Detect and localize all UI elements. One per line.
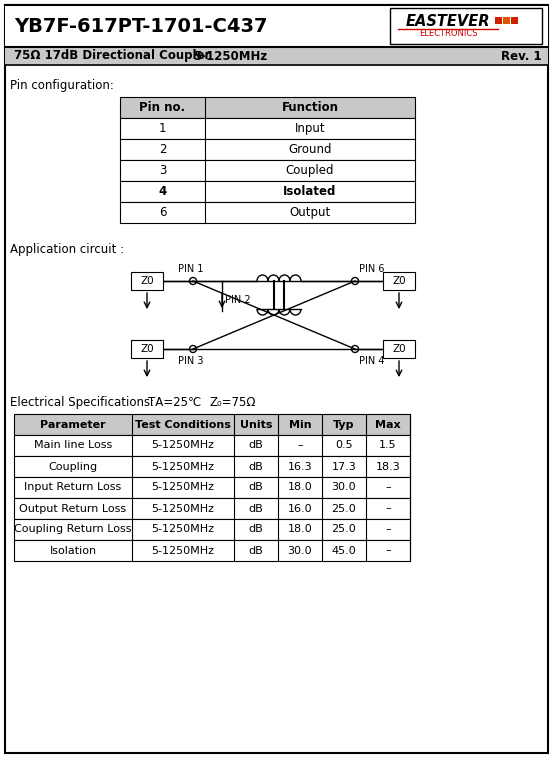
Text: EASTEVER: EASTEVER [406, 14, 491, 29]
Text: 2: 2 [159, 143, 166, 156]
Bar [14, 498, 410, 519]
Bar [120, 160, 415, 181]
Text: 3: 3 [159, 164, 166, 177]
Text: –: – [385, 546, 391, 556]
Text: 4: 4 [158, 185, 166, 198]
Text: TΑ=25℃: TΑ=25℃ [148, 396, 201, 409]
Text: –: – [297, 440, 303, 450]
Text: 25.0: 25.0 [332, 503, 356, 513]
Text: dB: dB [249, 525, 263, 534]
Bar [131, 340, 163, 358]
Text: 75Ω 17dB Directional Coupler: 75Ω 17dB Directional Coupler [14, 49, 210, 62]
Bar [14, 456, 410, 477]
Text: 45.0: 45.0 [332, 546, 356, 556]
Bar [383, 272, 415, 290]
Text: 0.5: 0.5 [335, 440, 353, 450]
Bar [495, 17, 502, 24]
Text: 5-1250MHz: 5-1250MHz [152, 546, 215, 556]
Bar [503, 17, 510, 24]
Text: Coupling: Coupling [49, 462, 97, 471]
Text: Isolation: Isolation [49, 546, 97, 556]
Text: dB: dB [249, 503, 263, 513]
Text: Pin no.: Pin no. [139, 101, 186, 114]
Text: PIN 6: PIN 6 [359, 264, 384, 274]
Text: 30.0: 30.0 [288, 546, 312, 556]
Text: dB: dB [249, 440, 263, 450]
Text: Typ: Typ [333, 419, 355, 430]
Text: dB: dB [249, 546, 263, 556]
Text: Test Conditions: Test Conditions [135, 419, 231, 430]
Text: 5-1250MHz: 5-1250MHz [193, 49, 267, 62]
Text: Z₀=75Ω: Z₀=75Ω [210, 396, 257, 409]
Bar [120, 139, 415, 160]
Bar [5, 47, 548, 65]
Bar [14, 414, 410, 435]
Bar [120, 97, 415, 118]
Bar [131, 272, 163, 290]
Text: PIN 2: PIN 2 [225, 295, 251, 305]
Text: Z0: Z0 [392, 344, 406, 354]
Bar [120, 202, 415, 223]
Text: 5-1250MHz: 5-1250MHz [152, 483, 215, 493]
Text: 25.0: 25.0 [332, 525, 356, 534]
Text: 5-1250MHz: 5-1250MHz [152, 503, 215, 513]
Bar [120, 118, 415, 139]
Text: Ground: Ground [288, 143, 332, 156]
Text: Rev. 1: Rev. 1 [502, 49, 542, 62]
Text: 18.3: 18.3 [375, 462, 400, 471]
Text: Main line Loss: Main line Loss [34, 440, 112, 450]
Text: –: – [385, 503, 391, 513]
Text: Z0: Z0 [392, 276, 406, 286]
Text: Output: Output [289, 206, 331, 219]
Text: Units: Units [240, 419, 272, 430]
Text: Z0: Z0 [140, 344, 154, 354]
Text: 1: 1 [159, 122, 166, 135]
Bar [14, 477, 410, 498]
Text: Coupling Return Loss: Coupling Return Loss [14, 525, 132, 534]
Bar [511, 17, 518, 24]
Text: PIN 3: PIN 3 [178, 356, 204, 366]
Text: Pin configuration:: Pin configuration: [10, 79, 114, 92]
Bar [14, 540, 410, 561]
Text: dB: dB [249, 483, 263, 493]
Text: 5-1250MHz: 5-1250MHz [152, 462, 215, 471]
Text: dB: dB [249, 462, 263, 471]
Text: ELECTRONICS: ELECTRONICS [419, 30, 477, 39]
Text: 16.3: 16.3 [288, 462, 312, 471]
Text: 30.0: 30.0 [332, 483, 356, 493]
Text: 18.0: 18.0 [288, 525, 312, 534]
Text: YB7F-617PT-1701-C437: YB7F-617PT-1701-C437 [14, 17, 268, 36]
Bar [14, 435, 410, 456]
Text: 18.0: 18.0 [288, 483, 312, 493]
Text: Application circuit :: Application circuit : [10, 243, 124, 256]
Text: Electrical Specifications:: Electrical Specifications: [10, 396, 154, 409]
Text: –: – [385, 525, 391, 534]
Text: 1.5: 1.5 [379, 440, 397, 450]
Text: Max: Max [375, 419, 401, 430]
Text: –: – [385, 483, 391, 493]
Text: Coupled: Coupled [286, 164, 334, 177]
Text: 6: 6 [159, 206, 166, 219]
Text: Output Return Loss: Output Return Loss [19, 503, 127, 513]
Text: Z0: Z0 [140, 276, 154, 286]
Bar [383, 340, 415, 358]
Text: 5-1250MHz: 5-1250MHz [152, 525, 215, 534]
Text: Input Return Loss: Input Return Loss [24, 483, 122, 493]
Text: Isolated: Isolated [283, 185, 337, 198]
Text: PIN 4: PIN 4 [359, 356, 384, 366]
Text: Parameter: Parameter [40, 419, 106, 430]
Text: 16.0: 16.0 [288, 503, 312, 513]
Text: 5-1250MHz: 5-1250MHz [152, 440, 215, 450]
Text: Function: Function [281, 101, 338, 114]
Bar [5, 5, 548, 47]
Bar [14, 519, 410, 540]
Text: Input: Input [295, 122, 325, 135]
Text: PIN 1: PIN 1 [178, 264, 204, 274]
Bar [390, 8, 542, 44]
Text: Min: Min [289, 419, 311, 430]
Text: 17.3: 17.3 [332, 462, 356, 471]
Bar [120, 181, 415, 202]
